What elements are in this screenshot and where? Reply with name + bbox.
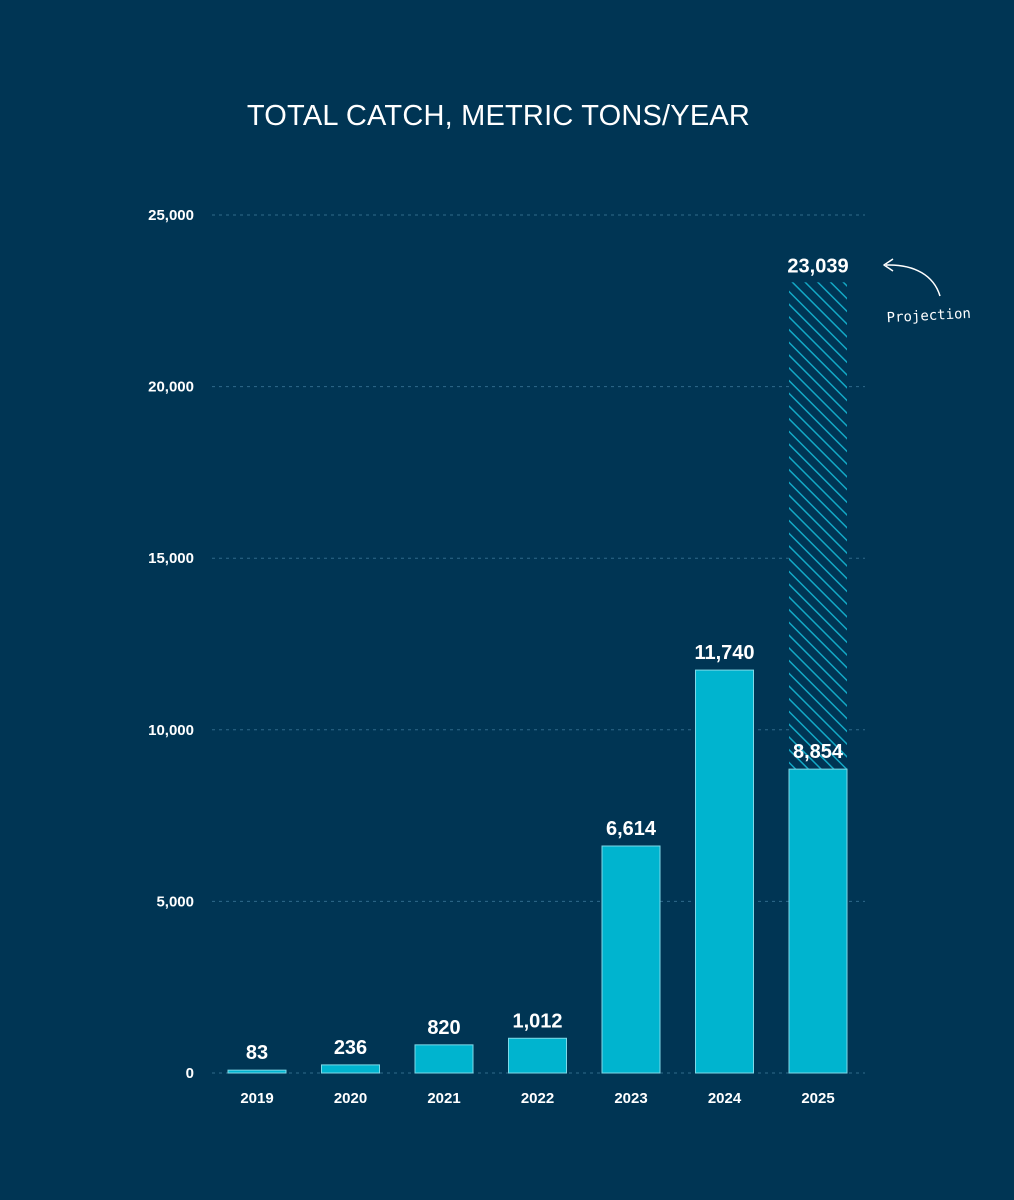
x-tick-label: 2025: [801, 1090, 834, 1107]
projection-annotation: Projection: [886, 306, 971, 326]
x-tick-label: 2023: [614, 1090, 647, 1107]
y-tick-label: 5,000: [156, 893, 194, 910]
bar: [788, 768, 848, 1074]
chart-title: TOTAL CATCH, METRIC TONS/YEAR: [246, 100, 751, 132]
projection-data-label: 23,039: [787, 255, 848, 277]
projection-arrowhead: [883, 258, 894, 272]
data-label: 236: [334, 1037, 367, 1059]
x-tick-label: 2019: [240, 1090, 273, 1107]
y-tick-label: 10,000: [148, 722, 194, 739]
x-tick-label: 2021: [427, 1090, 460, 1107]
bar: [601, 845, 661, 1074]
data-label: 1,012: [512, 1010, 562, 1032]
bar: [695, 669, 754, 1074]
bar: [321, 1064, 380, 1074]
bar: [508, 1037, 567, 1074]
bar: [414, 1044, 474, 1074]
x-tick-label: 2020: [334, 1090, 367, 1107]
data-label: 83: [246, 1042, 268, 1064]
y-tick-label: 20,000: [148, 379, 194, 396]
data-label: 820: [427, 1017, 460, 1039]
y-tick-label: 25,000: [148, 207, 194, 224]
y-tick-label: 15,000: [148, 550, 194, 567]
data-label: 11,740: [694, 642, 754, 664]
projection-bar: [789, 282, 847, 770]
projection-arrow: [885, 264, 941, 297]
x-tick-label: 2022: [521, 1090, 554, 1107]
data-label: 6,614: [606, 818, 657, 840]
x-tick-label: 2024: [708, 1090, 742, 1107]
y-tick-label: 0: [186, 1065, 194, 1082]
bar: [227, 1069, 287, 1074]
data-label: 8,854: [793, 741, 844, 763]
